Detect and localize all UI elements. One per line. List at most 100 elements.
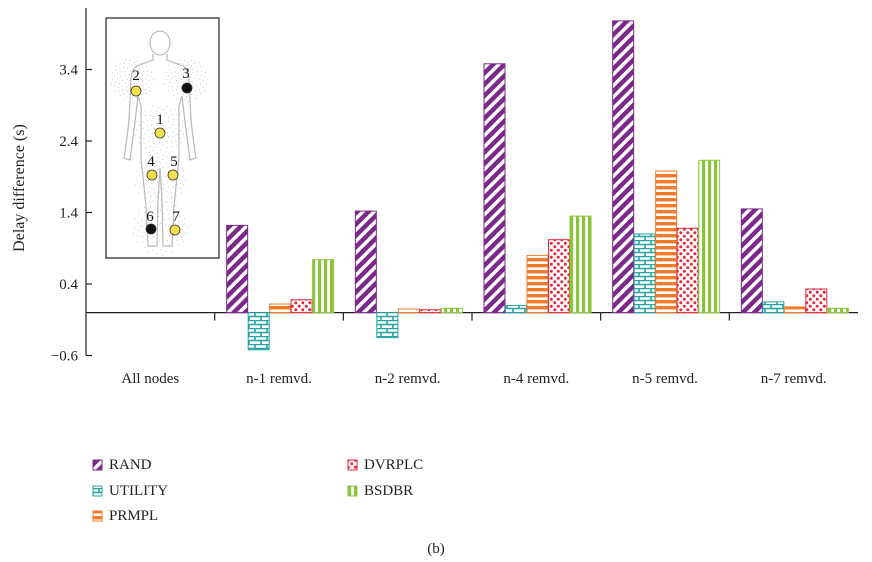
coverage-dot: [123, 66, 125, 68]
coverage-dot: [156, 181, 159, 183]
coverage-dot: [177, 66, 179, 68]
coverage-dot: [149, 211, 151, 213]
coverage-dot: [183, 81, 185, 83]
coverage-dot: [165, 250, 167, 252]
coverage-dot: [145, 222, 147, 225]
coverage-dot: [165, 156, 168, 158]
coverage-dot: [120, 75, 122, 77]
bar-dvrplc-3: [548, 239, 570, 314]
sensor-node-7: [169, 224, 181, 236]
coverage-dot: [166, 146, 168, 148]
coverage-dot: [158, 240, 160, 242]
coverage-dot: [194, 89, 197, 92]
coverage-dot: [163, 218, 165, 220]
coverage-dot: [179, 216, 181, 218]
coverage-dot: [167, 230, 169, 232]
coverage-dot: [150, 222, 152, 224]
coverage-dot: [155, 160, 157, 162]
bar-dvrplc-1: [290, 299, 313, 314]
coverage-dot: [188, 100, 190, 103]
coverage-dot: [185, 128, 187, 130]
coverage-dot: [170, 206, 172, 208]
coverage-dot: [177, 118, 180, 121]
coverage-dot: [165, 162, 167, 164]
coverage-dot: [136, 170, 138, 172]
coverage-dot: [151, 182, 153, 184]
coverage-dot: [171, 240, 173, 242]
coverage-dot: [158, 118, 160, 120]
sensor-node-label: 7: [172, 209, 180, 225]
sensor-node-1: [154, 127, 166, 139]
coverage-dot: [171, 78, 173, 80]
coverage-dot: [138, 230, 140, 232]
coverage-dot: [171, 72, 173, 74]
coverage-dot: [132, 233, 134, 235]
coverage-dot: [169, 69, 171, 71]
coverage-dot: [199, 78, 201, 80]
coverage-dot: [150, 164, 152, 166]
coverage-dot: [142, 85, 144, 87]
legend-label: PRMPL: [109, 508, 158, 524]
axes: 3.4 2.4 1.4 0.4 −0.6 All nodes n-1 remvd. n-2 r…: [51, 8, 858, 387]
coverage-dot: [147, 251, 149, 253]
coverage-dot: [168, 213, 170, 215]
coverage-dot: [178, 82, 180, 84]
bar-dvrplc-2: [419, 309, 442, 314]
coverage-dot: [201, 70, 203, 72]
coverage-dot: [152, 199, 154, 201]
coverage-dot: [162, 138, 164, 140]
bar-utility-2: [376, 312, 399, 339]
coverage-dot: [172, 131, 174, 133]
sensor-node-label: 2: [132, 68, 140, 84]
coverage-dot: [166, 141, 168, 143]
coverage-dot: [179, 137, 181, 140]
coverage-dot: [115, 69, 117, 71]
coverage-dot: [168, 235, 170, 237]
coverage-dot: [137, 81, 139, 83]
inset-nodes: 1 2 3 4 5 6 7: [130, 66, 193, 236]
bar-prmpl-3: [526, 254, 549, 314]
coverage-dot: [160, 249, 162, 251]
coverage-dot: [139, 77, 141, 79]
coverage-dot: [169, 127, 171, 129]
coverage-dot: [192, 68, 194, 70]
coverage-dot: [114, 75, 116, 77]
coverage-dot: [177, 168, 180, 171]
coverage-dot: [167, 85, 169, 87]
coverage-dot: [146, 125, 148, 127]
coverage-dot: [137, 241, 139, 243]
coverage-dot: [156, 146, 158, 148]
coverage-dot: [157, 215, 160, 218]
coverage-dot: [125, 96, 127, 98]
coverage-dot: [168, 90, 170, 92]
coverage-dot: [181, 142, 183, 144]
bar-prmpl-4: [655, 170, 678, 314]
bar-utility-5: [762, 301, 785, 314]
coverage-dot: [165, 151, 167, 153]
coverage-dot: [170, 141, 172, 143]
coverage-dot: [174, 71, 176, 73]
coverage-dot: [120, 71, 122, 73]
coverage-dot: [167, 121, 169, 123]
coverage-dot: [114, 90, 116, 92]
coverage-dot: [149, 195, 151, 198]
coverage-dot: [195, 94, 197, 96]
coverage-dot: [128, 93, 130, 96]
y-tick-label: 3.4: [59, 63, 78, 79]
coverage-dot: [152, 249, 154, 251]
coverage-dot: [203, 90, 205, 92]
coverage-dot: [165, 106, 168, 108]
coverage-dot: [133, 62, 135, 64]
coverage-dot: [171, 146, 173, 148]
coverage-dot: [190, 97, 192, 99]
coverage-dot: [154, 212, 156, 214]
coverage-dot: [134, 134, 136, 136]
coverage-dot: [181, 175, 183, 177]
coverage-dot: [177, 93, 179, 95]
coverage-dot: [186, 96, 188, 98]
coverage-dot: [164, 83, 166, 85]
coverage-dot: [158, 191, 160, 193]
coverage-dot: [207, 78, 209, 80]
coverage-dot: [187, 62, 189, 64]
coverage-dot: [200, 66, 202, 68]
